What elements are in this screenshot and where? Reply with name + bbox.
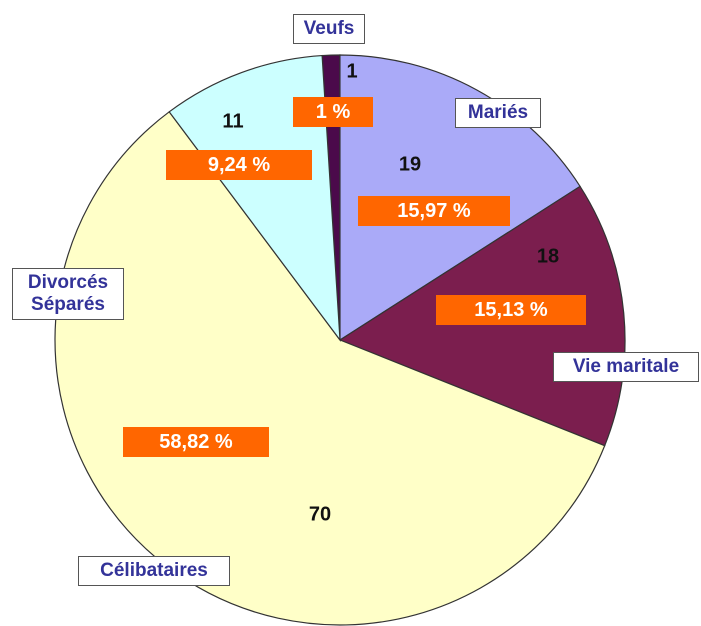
- percent-label: 9,24 %: [166, 150, 312, 180]
- count-label: 11: [222, 110, 244, 133]
- percent-label: 15,13 %: [436, 295, 586, 325]
- count-label: 1: [346, 60, 358, 83]
- count-label: 18: [536, 245, 560, 268]
- percent-label: 58,82 %: [123, 427, 269, 457]
- percent-label: 1 %: [293, 97, 373, 127]
- percent-label: 15,97 %: [358, 196, 510, 226]
- count-label: 19: [398, 153, 422, 176]
- category-label: Célibataires: [78, 556, 230, 586]
- category-label: Divorcés Séparés: [12, 268, 124, 320]
- count-label: 70: [308, 503, 332, 526]
- category-label: Veufs: [293, 14, 365, 44]
- category-label: Mariés: [455, 98, 541, 128]
- category-label: Vie maritale: [553, 352, 699, 382]
